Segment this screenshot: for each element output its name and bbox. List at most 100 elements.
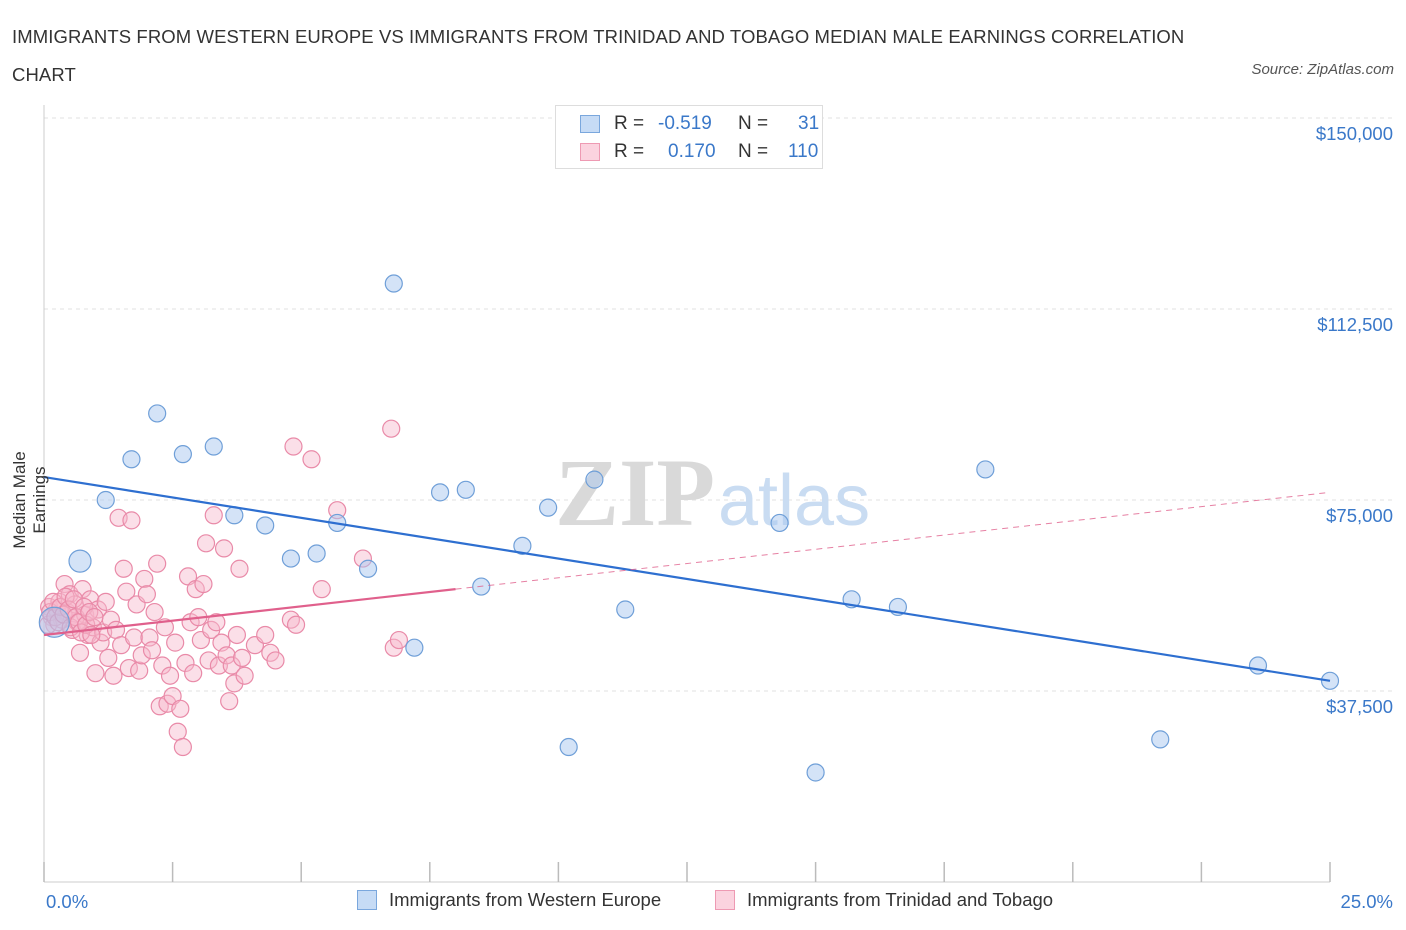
y-tick-label: $37,500 — [1326, 696, 1393, 717]
data-point-western-europe — [405, 638, 424, 657]
data-point-western-europe — [256, 516, 275, 535]
data-point-trinidad — [199, 651, 218, 670]
data-point-trinidad — [135, 569, 154, 589]
data-point-trinidad — [124, 628, 144, 647]
data-point-western-europe — [38, 606, 70, 638]
data-point-trinidad — [207, 613, 226, 632]
data-point-western-europe — [1248, 656, 1268, 675]
bottom-legend-label: Immigrants from Trinidad and Tobago — [747, 889, 1054, 910]
trend-line-western-europe — [43, 475, 1331, 682]
legend-n-value: 110 — [788, 141, 819, 162]
data-point-trinidad — [256, 625, 275, 645]
source-label: Source: ZipAtlas.com — [1251, 61, 1394, 78]
legend-r-label: R = — [614, 113, 645, 134]
y-tick-label: $112,500 — [1317, 314, 1393, 335]
data-point-trinidad — [148, 554, 167, 573]
legend-n-label: N = — [738, 113, 769, 134]
data-point-trinidad — [104, 666, 123, 685]
data-point-trinidad — [220, 692, 239, 711]
data-point-trinidad — [176, 653, 195, 673]
data-point-western-europe — [384, 274, 403, 293]
data-point-western-europe — [806, 763, 825, 782]
series-western-europe-points — [38, 274, 1340, 782]
data-point-trinidad — [142, 641, 162, 660]
data-point-trinidad — [382, 419, 401, 438]
data-point-western-europe — [559, 737, 578, 757]
data-point-trinidad — [153, 656, 172, 675]
data-point-trinidad — [230, 559, 249, 578]
data-point-western-europe — [616, 600, 635, 619]
data-point-western-europe — [307, 544, 326, 563]
x-tick-label: 25.0% — [1341, 891, 1393, 912]
data-point-trinidad — [286, 615, 306, 634]
data-point-trinidad — [145, 602, 164, 622]
series-trinidad-points — [39, 419, 409, 757]
data-point-western-europe — [770, 513, 789, 533]
data-point-western-europe — [456, 480, 475, 499]
data-point-trinidad — [225, 674, 244, 693]
data-point-western-europe — [96, 490, 115, 510]
legend-swatch-blue — [580, 115, 600, 133]
data-point-trinidad — [281, 610, 301, 629]
data-point-trinidad — [209, 656, 228, 675]
data-point-trinidad — [302, 450, 321, 469]
data-point-trinidad — [122, 511, 141, 530]
data-point-trinidad — [114, 559, 133, 578]
data-point-western-europe — [1151, 730, 1170, 749]
data-point-trinidad — [232, 648, 252, 667]
trend-line-trinidad — [43, 588, 456, 637]
data-point-western-europe — [430, 483, 450, 502]
data-point-western-europe — [976, 460, 995, 479]
data-point-trinidad — [70, 643, 90, 662]
data-point-trinidad — [214, 539, 234, 558]
data-point-western-europe — [281, 549, 301, 568]
legend-r-label: R = — [614, 141, 645, 162]
data-point-trinidad — [106, 620, 126, 639]
data-point-western-europe — [539, 498, 558, 517]
trend-lines — [43, 475, 1331, 682]
data-point-trinidad — [166, 633, 185, 652]
data-point-trinidad — [86, 664, 105, 683]
data-point-trinidad — [222, 656, 241, 675]
data-point-western-europe — [148, 404, 167, 423]
data-point-trinidad — [85, 608, 104, 627]
data-point-trinidad — [284, 437, 303, 456]
x-tick-label: 0.0% — [46, 891, 88, 912]
data-point-western-europe — [513, 536, 532, 555]
y-tick-label: $150,000 — [1316, 123, 1393, 144]
data-point-trinidad — [217, 646, 236, 665]
data-point-trinidad — [99, 648, 118, 667]
watermark-atlas: atlas — [718, 461, 870, 541]
bottom-legend-label: Immigrants from Western Europe — [389, 889, 662, 910]
data-point-trinidad — [96, 592, 115, 611]
watermark-zip: ZIP — [555, 439, 715, 546]
watermark: ZIP atlas — [555, 439, 870, 546]
data-point-western-europe — [204, 437, 223, 456]
data-point-trinidad — [168, 722, 187, 741]
data-point-trinidad — [160, 666, 180, 685]
gridlines — [44, 117, 1395, 692]
bottom-legend-western-europe: Immigrants from Western Europe — [357, 889, 661, 911]
chart-title: IMMIGRANTS FROM WESTERN EUROPE VS IMMIGR… — [12, 26, 1185, 85]
y-axis-label: Median Male Earnings — [10, 451, 49, 549]
axes — [43, 105, 1331, 883]
data-point-trinidad — [227, 625, 246, 645]
tick-labels: $37,500 $75,000 $112,500 $150,000 0.0% 25.0% — [46, 123, 1393, 912]
data-point-trinidad — [132, 646, 151, 665]
data-point-western-europe — [225, 506, 244, 525]
data-point-trinidad — [312, 580, 331, 599]
data-point-western-europe — [68, 549, 92, 573]
legend-n-value: 31 — [798, 113, 820, 134]
data-point-trinidad — [64, 590, 83, 609]
correlation-legend: R = -0.519 N = 31 R = 0.170 N = 110 — [555, 105, 823, 169]
legend-n-label: N = — [738, 141, 769, 162]
legend-row-trinidad: R = 0.170 N = 110 — [580, 140, 818, 164]
legend-r-value: 0.170 — [668, 141, 716, 162]
data-point-trinidad — [196, 534, 216, 553]
legend-row-western-europe: R = -0.519 N = 31 — [580, 112, 819, 136]
data-point-trinidad — [194, 574, 213, 594]
data-point-trinidad — [235, 666, 254, 685]
data-point-trinidad — [204, 506, 223, 525]
data-point-western-europe — [585, 470, 604, 489]
